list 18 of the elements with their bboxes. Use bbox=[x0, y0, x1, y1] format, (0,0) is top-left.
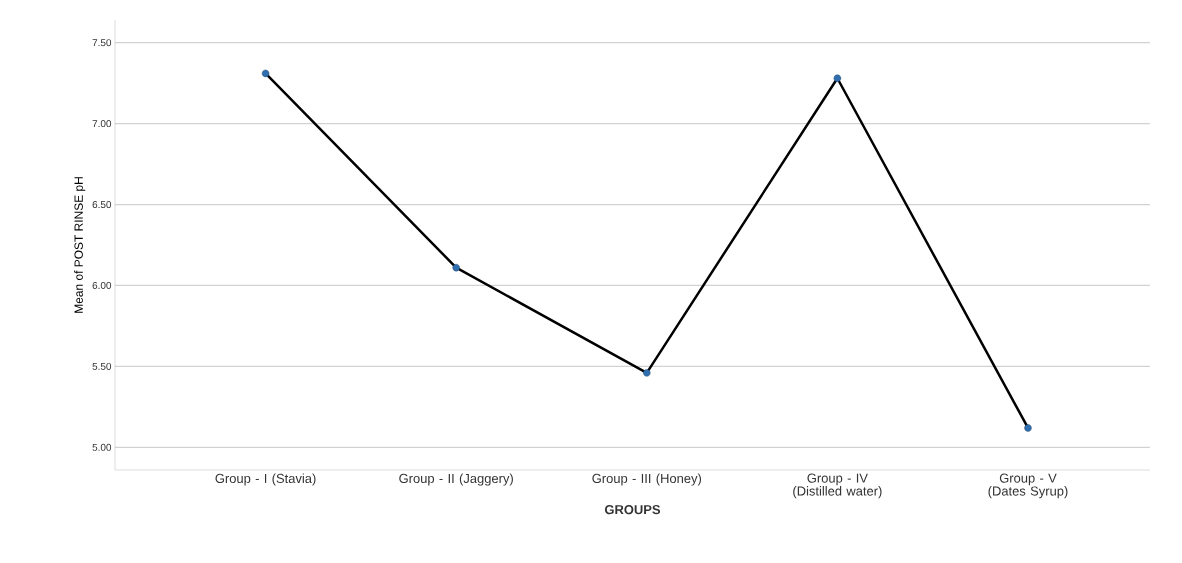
point bbox=[1024, 424, 1032, 432]
y-tick-label: 5.00 bbox=[92, 443, 112, 451]
x-tick-label: Group - V (Dates Syrup) bbox=[988, 473, 1068, 499]
x-axis-title: GROUPS bbox=[604, 505, 661, 515]
y-tick-label: 7.00 bbox=[92, 120, 112, 128]
y-tick-label: 6.00 bbox=[92, 281, 112, 289]
y-axis-title: Mean of POST RINSE pH bbox=[74, 177, 86, 313]
x-tick-label: Group - II (Jaggery) bbox=[399, 473, 513, 486]
x-tick-label: Group - III (Honey) bbox=[592, 473, 702, 486]
point bbox=[452, 263, 460, 272]
point bbox=[833, 74, 842, 82]
y-tick-label: 5.50 bbox=[92, 362, 112, 370]
point bbox=[261, 69, 270, 78]
x-tick-label: Group - IV (Distilled water) bbox=[793, 473, 882, 499]
x-tick-label: Group - I (Stavia) bbox=[215, 473, 316, 486]
y-tick-label: 6.50 bbox=[92, 201, 112, 209]
point bbox=[643, 369, 651, 377]
y-tick-label: 7.50 bbox=[92, 39, 112, 47]
